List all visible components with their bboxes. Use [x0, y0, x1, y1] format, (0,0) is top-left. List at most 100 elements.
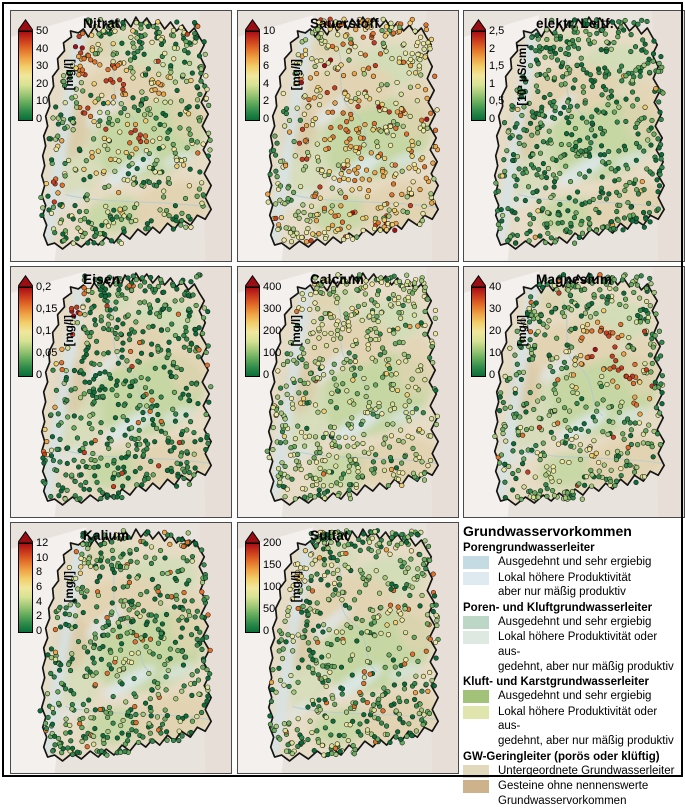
map-panel-kalium: 12 10 8 6 4 2 0 [mg/l] Kalium — [10, 522, 232, 774]
colorbar-scale — [245, 531, 260, 633]
legend-item-label: Lokal höhere Produktivität oder aus-gede… — [498, 631, 674, 673]
colorbar-tick-label: 0 — [263, 113, 270, 125]
legend-swatch — [463, 764, 489, 778]
colorbar-tick-label: 0 — [36, 113, 43, 125]
danube-river — [65, 705, 210, 720]
map-baden-wuerttemberg — [464, 11, 684, 261]
colorbar: 12 10 8 6 4 2 0 [mg/l] — [18, 531, 168, 637]
map-panel-nitrat: 50 40 30 20 10 0 [mg/l] Nitrat — [10, 10, 232, 262]
legend-title: Grundwasservorkommen — [463, 523, 632, 539]
legend-item: Lokal höhere Produktivität oder aus-gede… — [463, 630, 679, 674]
colorbar-tick-label: 2 — [489, 42, 496, 55]
state-outline — [493, 16, 666, 250]
colorbar-scale — [471, 19, 486, 121]
groundwater-legend: Grundwasservorkommen Porengrundwasserlei… — [463, 523, 679, 808]
colorbar-tick-label: 10 — [263, 25, 276, 37]
legend-section-heading: Kluft- und Karstgrundwasserleiter — [463, 676, 649, 689]
colorbar-tick-label: 0,5 — [489, 95, 505, 108]
colorbar-unit-label: [mg/l] — [291, 59, 303, 91]
colorbar-arrow-icon — [18, 531, 33, 543]
legend-item-label: Gesteine ohne nennenswerte Grundwasservor… — [498, 780, 649, 807]
colorbar-tick-label: 0,1 — [36, 325, 52, 337]
colorbar-unit-label: [mg/l] — [291, 571, 303, 603]
colorbar-tick-label: 4 — [36, 595, 43, 608]
legend-item-label: Lokal höhere Produktivität oder aus-gede… — [498, 705, 674, 747]
colorbar-scale — [18, 275, 33, 377]
map-baden-wuerttemberg — [11, 523, 231, 773]
map-baden-wuerttemberg — [238, 523, 458, 773]
colorbar-tick-label: 8 — [263, 42, 270, 55]
danube-river — [292, 193, 437, 208]
map-baden-wuerttemberg — [11, 11, 231, 261]
colorbar-arrow-icon — [245, 275, 260, 287]
legend-item: Ausgedehnt und sehr ergiebig — [463, 689, 679, 704]
colorbar-arrow-icon — [18, 19, 33, 31]
colorbar-tick-label: 40 — [36, 42, 49, 55]
colorbar-tick-label: 20 — [489, 325, 502, 337]
colorbar-unit-label: [mg/l] — [64, 571, 76, 603]
panel-title: Calcium — [310, 272, 364, 287]
legend-swatch — [463, 615, 489, 629]
legend-item: Lokal höhere Produktivität aber nur mäßig… — [463, 571, 679, 600]
map-panel-eisen: 0,2 0,15 0,1 0,05 0 [mg/l] Eisen — [10, 266, 232, 518]
data-points — [38, 16, 213, 246]
colorbar-tick-label: 6 — [36, 581, 43, 593]
colorbar-scale — [18, 19, 33, 121]
legend-swatch — [463, 571, 489, 585]
panel-title: Magnesium — [536, 272, 613, 287]
colorbar-scale — [245, 275, 260, 377]
colorbar-ticks: 50 40 30 20 10 0 — [36, 25, 70, 125]
colorbar-tick-label: 50 — [36, 25, 49, 37]
colorbar-tick-label: 200 — [263, 537, 282, 549]
colorbar-tick-label: 10 — [36, 95, 49, 108]
map-baden-wuerttemberg — [238, 267, 458, 517]
colorbar: 200 150 100 50 0 [mg/l] — [245, 531, 395, 637]
legend-swatch — [463, 780, 489, 794]
colorbar-tick-label: 1,5 — [489, 60, 505, 73]
colorbar-ticks: 2,5 2 1,5 1 0,5 0 — [489, 25, 523, 125]
legend-item: Ausgedehnt und sehr ergiebig — [463, 555, 679, 570]
colorbar-gradient — [245, 31, 260, 121]
danube-river — [518, 449, 663, 464]
legend-item-label: Ausgedehnt und sehr ergiebig — [498, 615, 652, 628]
colorbar-gradient — [18, 287, 33, 377]
colorbar-tick-label: 0 — [263, 625, 270, 637]
colorbar-tick-label: 100 — [263, 581, 282, 593]
map-panel-calcium: 400 300 200 100 0 [mg/l] Calcium — [237, 266, 459, 518]
colorbar-tick-label: 0 — [36, 369, 43, 381]
legend-swatch — [463, 690, 489, 704]
colorbar-tick-label: 2,5 — [489, 25, 505, 37]
colorbar-tick-label: 0,15 — [36, 303, 58, 315]
panel-title: Sauerstoff — [310, 16, 379, 31]
legend-section-heading: Porengrundwasserleiter — [463, 542, 595, 554]
colorbar-tick-label: 0 — [36, 625, 43, 637]
data-points — [265, 16, 441, 245]
rhine-valley-strip — [268, 25, 313, 245]
colorbar-scale — [471, 275, 486, 377]
colorbar: 40 30 20 10 0 [mg/l] — [471, 275, 621, 381]
colorbar: 10 8 6 4 2 0 [mg/l] — [245, 19, 395, 125]
colorbar-tick-label: 0,05 — [36, 347, 58, 359]
colorbar-tick-label: 200 — [263, 325, 282, 337]
colorbar-ticks: 12 10 8 6 4 2 0 — [36, 537, 70, 637]
map-panel-magnesium: 40 30 20 10 0 [mg/l] Magnesium — [463, 266, 685, 518]
state-outline — [267, 16, 440, 250]
colorbar-ticks: 40 30 20 10 0 — [489, 281, 523, 381]
colorbar-ticks: 200 150 100 50 0 — [263, 537, 297, 637]
colorbar-gradient — [471, 287, 486, 377]
danube-river — [65, 193, 210, 208]
data-points — [37, 528, 213, 758]
data-points — [267, 528, 441, 758]
rhine-valley-strip — [494, 25, 539, 245]
panel-title: Sulfat — [310, 528, 349, 543]
legend-item: Lokal höhere Produktivität oder aus-gede… — [463, 705, 679, 749]
colorbar: 2,5 2 1,5 1 0,5 0 [10³ µS/cm] — [471, 19, 621, 125]
colorbar-arrow-icon — [245, 531, 260, 543]
legend-item: Untergeordnete Grundwasserleiter — [463, 764, 679, 779]
colorbar-tick-label: 30 — [36, 60, 49, 73]
colorbar-unit-label: [mg/l] — [517, 315, 529, 347]
danube-river — [292, 449, 437, 464]
colorbar-gradient — [245, 287, 260, 377]
map-baden-wuerttemberg — [11, 267, 231, 517]
colorbar-ticks: 10 8 6 4 2 0 — [263, 25, 297, 125]
